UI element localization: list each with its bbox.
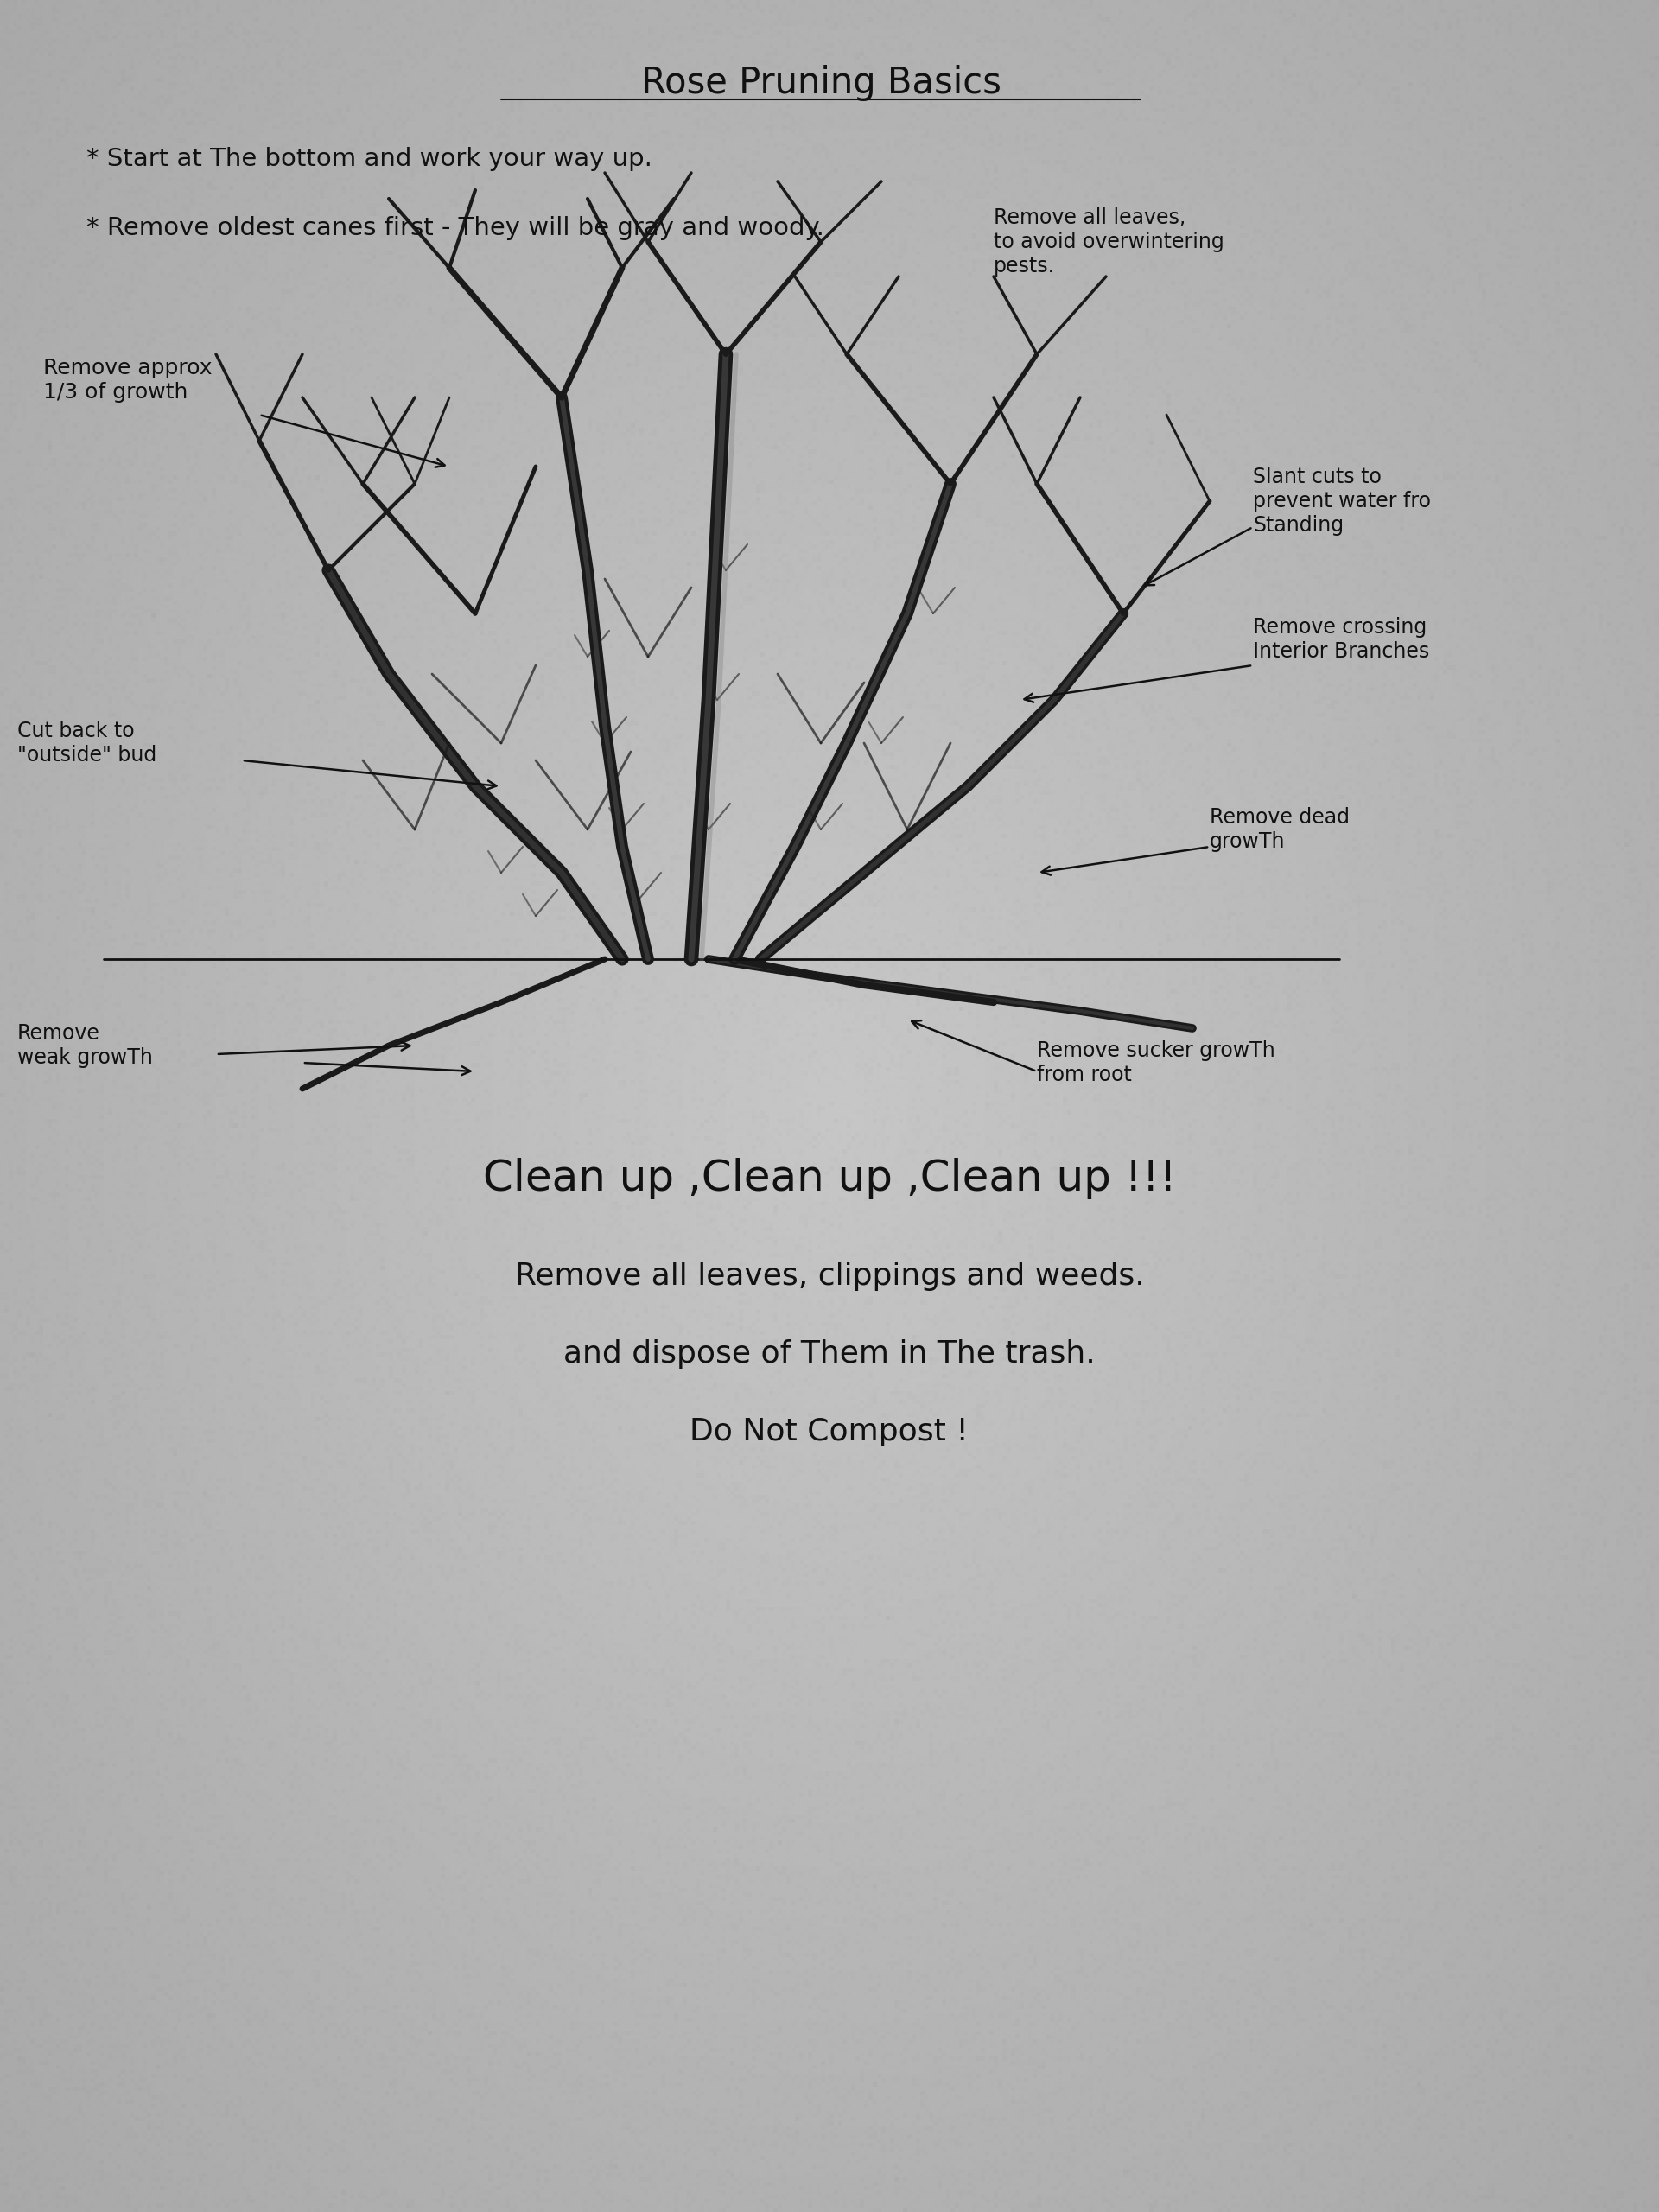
- Text: Remove sucker growTh
from root: Remove sucker growTh from root: [1037, 1040, 1276, 1086]
- Text: Rose Pruning Basics: Rose Pruning Basics: [640, 64, 1000, 102]
- Text: Remove all leaves, clippings and weeds.: Remove all leaves, clippings and weeds.: [514, 1261, 1145, 1292]
- Text: Remove approx
1/3 of growth: Remove approx 1/3 of growth: [43, 358, 212, 403]
- Text: Do Not Compost !: Do Not Compost !: [690, 1418, 969, 1447]
- Text: Remove dead
growTh: Remove dead growTh: [1209, 807, 1350, 852]
- Text: Remove
weak growTh: Remove weak growTh: [17, 1024, 153, 1068]
- Text: Slant cuts to
prevent water fro
Standing: Slant cuts to prevent water fro Standing: [1253, 467, 1430, 535]
- Text: Remove all leaves,
to avoid overwintering
pests.: Remove all leaves, to avoid overwinterin…: [994, 208, 1224, 276]
- Text: Remove crossing
Interior Branches: Remove crossing Interior Branches: [1253, 617, 1430, 661]
- Text: Clean up ,Clean up ,Clean up !!!: Clean up ,Clean up ,Clean up !!!: [483, 1157, 1176, 1199]
- Text: * Start at The bottom and work your way up.: * Start at The bottom and work your way …: [86, 146, 652, 170]
- Text: * Remove oldest canes first - They will be gray and woody.: * Remove oldest canes first - They will …: [86, 217, 825, 241]
- Text: Cut back to
"outside" bud: Cut back to "outside" bud: [17, 721, 156, 765]
- Text: and dispose of Them in The trash.: and dispose of Them in The trash.: [564, 1338, 1095, 1369]
